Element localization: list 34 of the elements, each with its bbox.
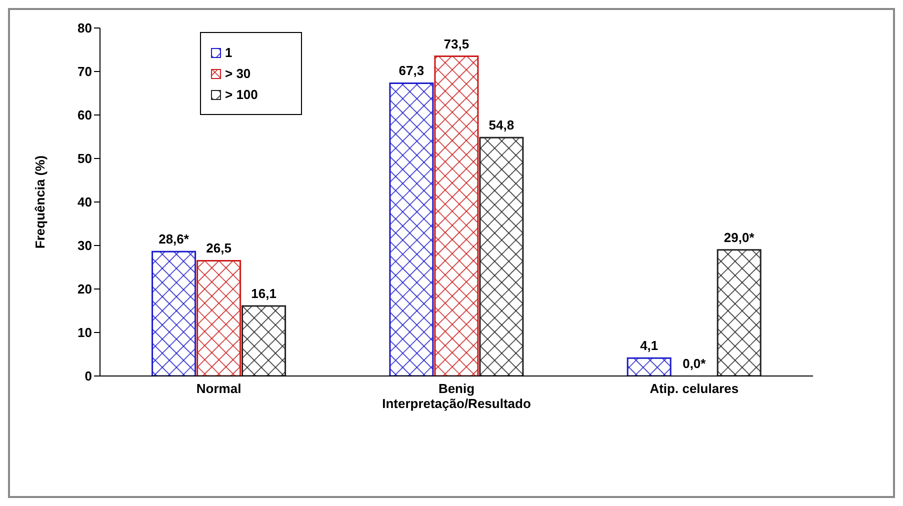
bar [479,136,524,376]
bar [716,249,762,376]
y-tick-label: 70 [78,64,92,80]
data-label: 0,0* [682,356,707,371]
bar [434,56,479,376]
data-label: 4,1 [640,338,658,354]
y-tick-label: 30 [78,238,92,254]
data-label: 73,5 [444,36,470,52]
y-tick-label: 0 [84,368,92,384]
y-tick-label: 50 [78,151,92,166]
x-tick-label: Benig [438,381,475,396]
y-tick-label: 80 [78,20,92,36]
bar [196,260,242,376]
x-axis-title: Interpretação/Resultado [382,396,531,411]
data-label: 54,8 [488,118,514,133]
data-label: 26,5 [206,240,232,256]
x-tick-label: Atip. celulares [650,381,739,396]
y-tick-label: 10 [78,325,92,340]
bar [389,82,434,376]
bar [626,357,672,376]
data-label: 28,6* [158,232,190,247]
y-tick-label: 20 [78,282,92,297]
data-label: 16,1 [251,286,276,301]
bar [152,250,196,376]
legend-label: > 100 [225,87,258,102]
y-axis-title: Frequência (%) [32,155,48,249]
x-tick-label: Normal [196,381,242,396]
y-tick-label: 40 [78,194,92,210]
legend-label: 1 [225,45,232,60]
legend-label: > 30 [225,66,251,81]
data-label: 29,0* [724,230,756,245]
bar [242,305,286,376]
data-label: 67,3 [398,63,424,78]
y-tick-label: 60 [78,108,92,123]
